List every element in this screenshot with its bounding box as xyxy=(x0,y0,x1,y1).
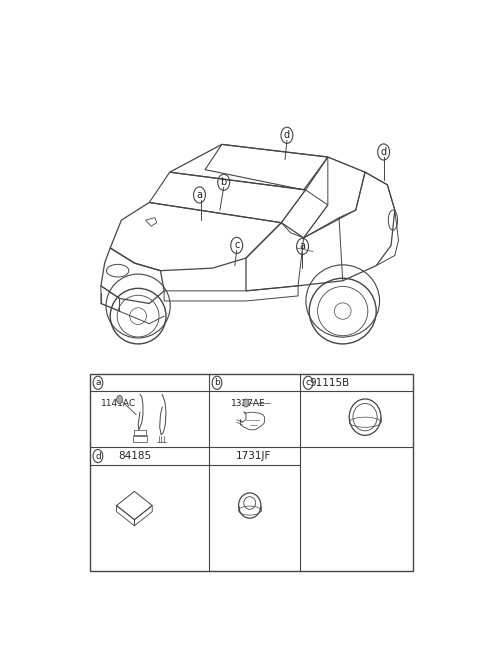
Text: c: c xyxy=(306,379,311,387)
Text: 1327AE: 1327AE xyxy=(231,399,266,408)
Circle shape xyxy=(243,399,249,407)
Text: d: d xyxy=(381,147,387,157)
Text: 84185: 84185 xyxy=(118,451,151,461)
Text: 91115B: 91115B xyxy=(310,378,350,388)
Text: d: d xyxy=(284,131,290,140)
Text: b: b xyxy=(214,379,220,387)
Text: b: b xyxy=(220,177,227,187)
Text: 1731JF: 1731JF xyxy=(236,451,271,461)
Text: a: a xyxy=(196,190,203,200)
Circle shape xyxy=(117,396,122,403)
Bar xyxy=(90,374,413,571)
Text: 1141AC: 1141AC xyxy=(101,399,136,408)
Text: c: c xyxy=(234,240,240,251)
Bar xyxy=(132,436,147,442)
Text: a: a xyxy=(95,379,101,387)
Text: d: d xyxy=(95,451,101,461)
Text: a: a xyxy=(300,241,306,251)
